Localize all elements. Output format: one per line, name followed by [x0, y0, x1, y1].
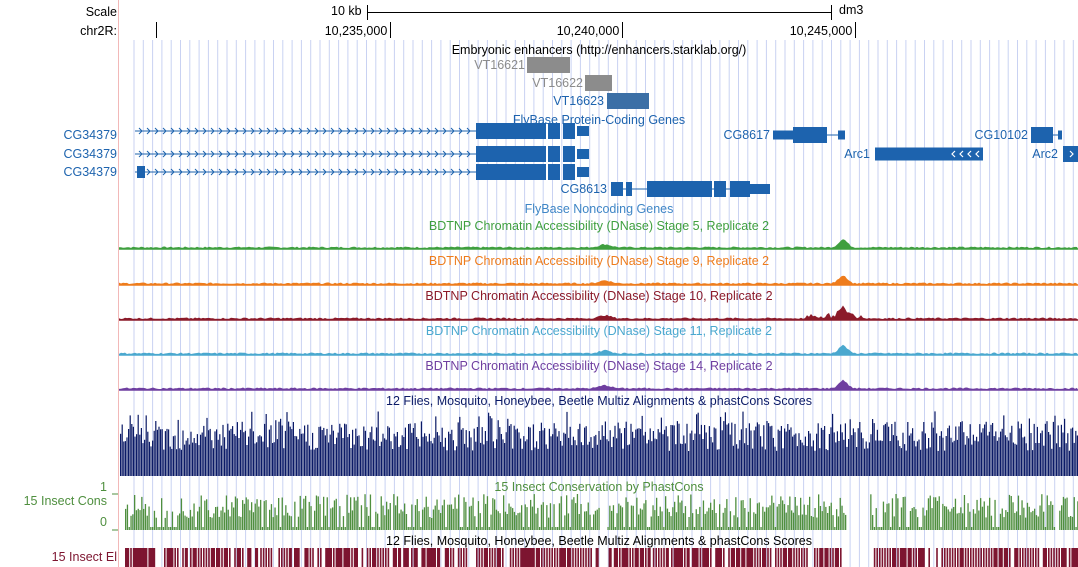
gene-label-cg8617[interactable]: CG8617 — [723, 128, 770, 142]
cons-side-label[interactable]: 15 Insect Cons — [23, 494, 107, 508]
dnase-stage5-title[interactable]: BDTNP Chromatin Accessibility (DNase) St… — [428, 219, 770, 233]
cons-track-title[interactable]: 15 Insect Conservation by PhastCons — [494, 480, 704, 494]
track-label-pane[interactable]: Scale chr2R: CG34379 CG34379 CG34379 15 … — [0, 0, 118, 567]
gene-label-cg10102[interactable]: CG10102 — [974, 128, 1028, 142]
chrom-ruler — [156, 22, 856, 38]
cons-ymin-label: 0 — [100, 515, 107, 529]
transcript-cg8613 — [611, 181, 770, 197]
transcript-cg34379-3 — [135, 164, 589, 180]
dnase-signal-track-4 — [119, 344, 1078, 356]
multiz-track-title[interactable]: 12 Flies, Mosquito, Honeybee, Beetle Mul… — [386, 394, 812, 408]
conserved-elements — [125, 548, 1078, 567]
gene-label-arc2[interactable]: Arc2 — [1032, 147, 1058, 161]
phastcons-wiggle — [112, 493, 1078, 531]
transcript-arc2 — [1063, 146, 1078, 162]
base-position-grid — [133, 40, 1074, 567]
gene-label-cg34379-3[interactable]: CG34379 — [63, 165, 117, 179]
scale-bar — [367, 5, 832, 20]
signal-tracks — [112, 239, 1078, 567]
gene-models — [135, 123, 1078, 197]
dnase-stage9-title[interactable]: BDTNP Chromatin Accessibility (DNase) St… — [428, 254, 770, 268]
dnase-signal-track-5 — [119, 379, 1078, 391]
enhancer-label-vt16622[interactable]: VT16622 — [532, 76, 583, 90]
enhancer-vt16621 — [527, 57, 570, 73]
gene-label-cg34379-1[interactable]: CG34379 — [63, 128, 117, 142]
dnase-signal-track-2 — [119, 275, 1078, 286]
dnase-signal-track-1 — [119, 239, 1078, 250]
enhancer-vt16623 — [607, 93, 649, 109]
enhancer-label-vt16621[interactable]: VT16621 — [474, 58, 525, 72]
transcript-arc1 — [875, 147, 983, 161]
ruler-tick-2: 10,240,000 — [556, 24, 620, 38]
dnase-stage14-title[interactable]: BDTNP Chromatin Accessibility (DNase) St… — [425, 359, 773, 373]
left-pane-divider — [118, 0, 119, 567]
gene-label-cg34379-2[interactable]: CG34379 — [63, 147, 117, 161]
transcript-cg10102 — [1031, 127, 1062, 143]
gene-label-arc1[interactable]: Arc1 — [844, 147, 870, 161]
enhancer-vt16622 — [585, 75, 612, 91]
gene-label-cg8613[interactable]: CG8613 — [560, 182, 607, 196]
transcript-cg34379-2 — [135, 146, 589, 162]
chrom-label: chr2R: — [80, 24, 117, 38]
enhancer-label-vt16623[interactable]: VT16623 — [553, 94, 604, 108]
elements-track-title[interactable]: 12 Flies, Mosquito, Honeybee, Beetle Mul… — [386, 534, 812, 548]
scale-label: Scale — [85, 5, 117, 19]
dnase-stage10-title[interactable]: BDTNP Chromatin Accessibility (DNase) St… — [425, 289, 773, 303]
dnase-signal-track-3 — [119, 305, 1078, 321]
transcript-cg34379-1 — [135, 123, 589, 139]
gene-track-title[interactable]: FlyBase Protein-Coding Genes — [512, 113, 686, 127]
scale-bar-label: 10 kb — [331, 4, 362, 18]
multiz-conservation-wiggle — [120, 411, 1078, 476]
noncoding-track-title[interactable]: FlyBase Noncoding Genes — [524, 202, 674, 216]
assembly-label: dm3 — [839, 3, 864, 17]
cons-ymax-label: 1 — [100, 480, 107, 494]
dnase-stage11-title[interactable]: BDTNP Chromatin Accessibility (DNase) St… — [425, 324, 773, 338]
elements-side-label[interactable]: 15 Insect El — [51, 550, 117, 564]
transcript-cg8617 — [773, 127, 845, 143]
enhancer-track-title[interactable]: Embryonic enhancers (http://enhancers.st… — [451, 43, 747, 57]
ruler-tick-3: 10,245,000 — [789, 24, 853, 38]
ruler-tick-1: 10,235,000 — [324, 24, 388, 38]
